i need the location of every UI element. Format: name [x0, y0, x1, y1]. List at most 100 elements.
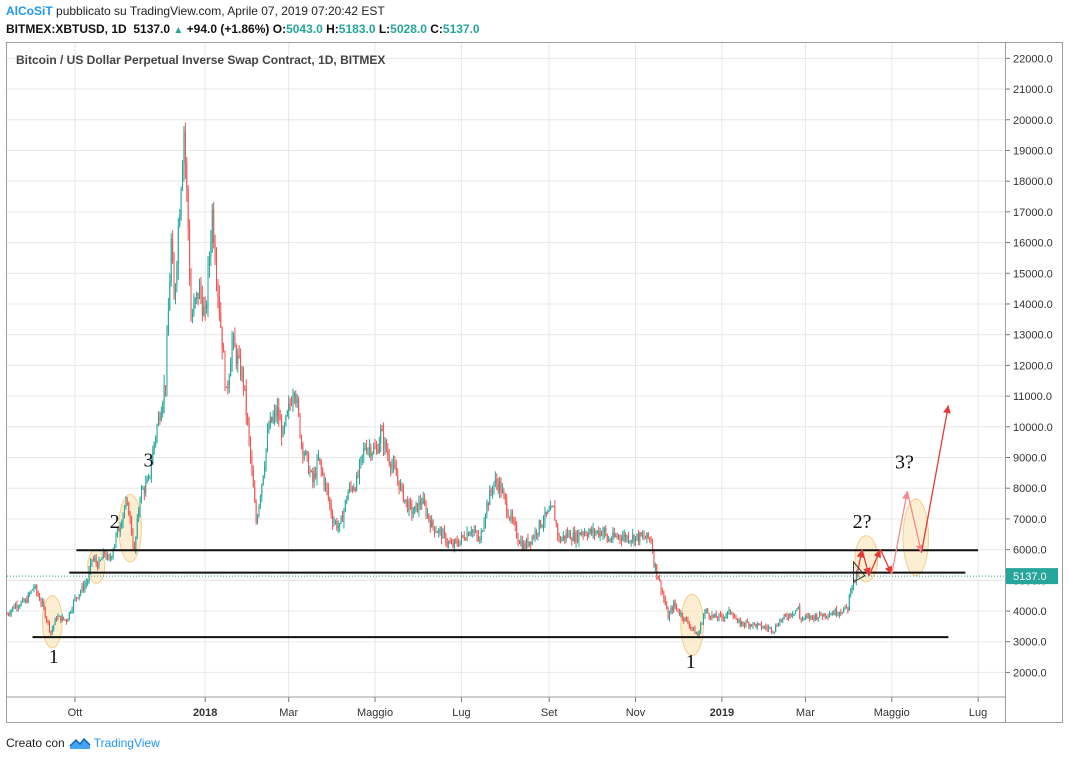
candle-body [459, 540, 461, 546]
candle-body [722, 617, 724, 619]
candle-body [166, 335, 168, 388]
candle-body [108, 554, 110, 559]
candle-body [602, 532, 604, 536]
candle-body [283, 424, 285, 428]
candle-body [705, 610, 707, 612]
candle-body [787, 617, 789, 619]
candle-body [817, 617, 819, 620]
candle-body [408, 501, 410, 512]
candle-body [316, 459, 318, 478]
candle-body [499, 480, 501, 492]
close-value: 5137.0 [442, 22, 480, 36]
candle-body [92, 559, 94, 561]
candle-body [7, 614, 9, 616]
candle-body [541, 525, 543, 528]
candle-body [753, 622, 755, 624]
candle-body [383, 430, 385, 449]
candle-body [244, 385, 246, 388]
candle-body [518, 541, 520, 544]
candle-body [75, 597, 77, 599]
candle-body [165, 385, 167, 388]
candle-body [608, 539, 610, 542]
candle-body [356, 475, 358, 491]
price-scale[interactable] [1006, 42, 1063, 723]
candle-body [821, 615, 823, 617]
candle-body [527, 539, 529, 546]
candle-body [756, 623, 758, 628]
candle-body [562, 535, 564, 539]
candle-body [727, 611, 729, 616]
candle-body [186, 163, 188, 190]
projection-segment [868, 549, 882, 576]
candle-body [460, 535, 462, 541]
candle-body [511, 513, 513, 521]
candle-body [341, 516, 343, 522]
candle-body [635, 536, 637, 543]
candle-body [434, 526, 436, 533]
author-name[interactable]: AlCoSiT [6, 4, 53, 18]
candle-body [422, 498, 424, 504]
chart-pane[interactable] [6, 42, 1006, 723]
candle-body [844, 605, 846, 609]
tradingview-brand[interactable]: TradingView [93, 736, 160, 750]
candle-body [830, 614, 832, 616]
candle-body [649, 538, 651, 540]
y-tick-label: 21000.0 [1013, 84, 1053, 96]
pennant-triangle [853, 560, 866, 583]
candle-body [319, 457, 321, 462]
candle-body [60, 615, 62, 622]
projection-segment [906, 491, 924, 553]
candle-body [582, 532, 584, 535]
candle-body [10, 610, 12, 614]
candle-body [538, 520, 540, 533]
candle-body [441, 529, 443, 539]
candle-body [238, 355, 240, 357]
candle-body [528, 541, 530, 546]
candle-body [605, 527, 607, 535]
candle-body [122, 513, 124, 524]
candle-body [439, 529, 441, 531]
candle-body [824, 613, 826, 617]
candle-body [145, 482, 147, 494]
candle-body [405, 499, 407, 502]
x-tick-label: Mar [796, 707, 815, 719]
candle-body [259, 496, 261, 506]
x-tick-label: Lug [969, 707, 987, 719]
candle-body [579, 532, 581, 535]
candle-body [402, 485, 404, 502]
candle-body [514, 521, 516, 526]
horizontal-levels[interactable] [32, 549, 979, 639]
candle-body [642, 535, 644, 537]
candle-body [91, 559, 93, 562]
candle-body [765, 626, 767, 628]
candle-body [105, 553, 107, 559]
x-tick-label: Nov [626, 707, 646, 719]
candle-body [809, 615, 811, 619]
candle-body [513, 520, 515, 522]
x-tick-label: 2018 [193, 707, 217, 719]
candle-body [452, 543, 454, 547]
candle-body [394, 462, 396, 468]
candle-body [252, 469, 254, 488]
candle-body [87, 581, 89, 583]
candle-body [313, 472, 315, 482]
candle-body [823, 613, 825, 617]
candle-body [272, 416, 274, 422]
candle-body [387, 450, 389, 456]
candle-body [315, 472, 317, 478]
candle-body [197, 292, 199, 300]
candle-body [204, 306, 206, 309]
candle-body [9, 613, 11, 615]
candle-body [732, 613, 734, 617]
candle-body [853, 579, 855, 587]
candle-body [598, 530, 600, 536]
candle-body [610, 539, 612, 541]
candle-body [90, 561, 92, 571]
candle-body [305, 451, 307, 455]
y-tick-label: 14000.0 [1013, 299, 1053, 311]
last-price-tag-label: 5137.0 [1013, 571, 1047, 583]
candle-body [279, 419, 281, 421]
wave-label: 2 [110, 511, 120, 533]
candle-body [664, 598, 666, 605]
